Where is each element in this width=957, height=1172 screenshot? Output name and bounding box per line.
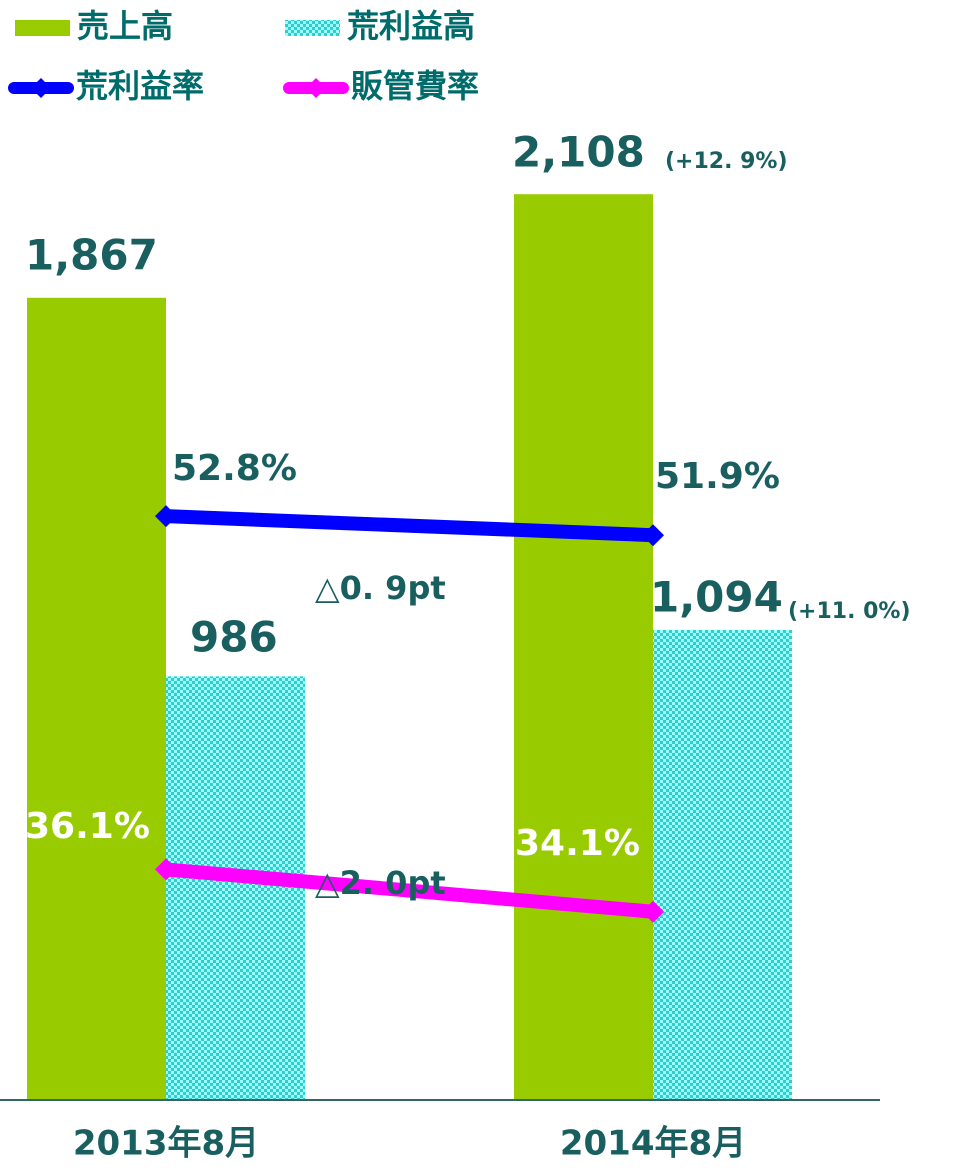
legend-swatch <box>15 20 70 36</box>
legend-label: 荒利益率 <box>76 67 204 105</box>
bar <box>27 297 166 1100</box>
marker <box>155 858 177 881</box>
data-label: 34.1% <box>515 823 640 864</box>
line <box>159 862 660 919</box>
x-tick-label: 2013年8月 <box>73 1124 259 1164</box>
legend-label: 荒利益高 <box>347 7 475 45</box>
data-label: 2,108 <box>512 128 645 177</box>
bar <box>653 629 792 1100</box>
bar <box>514 194 653 1100</box>
marker <box>642 900 664 923</box>
data-label: 51.9% <box>655 456 780 497</box>
data-label: 36.1% <box>25 806 150 847</box>
annotation: (+11. 0%) <box>788 599 911 624</box>
data-label: 1,867 <box>25 231 158 280</box>
marker <box>155 505 177 528</box>
x-tick-label: 2014年8月 <box>560 1124 746 1164</box>
annotation: △2. 0pt <box>315 864 446 902</box>
legend-label: 売上高 <box>77 7 173 45</box>
legend-marker <box>306 78 326 98</box>
data-label: 52.8% <box>172 448 297 489</box>
bar <box>166 676 305 1100</box>
data-label: 1,094 <box>650 573 783 622</box>
marker <box>642 524 664 547</box>
annotation: △0. 9pt <box>315 569 446 607</box>
legend-marker <box>31 78 51 98</box>
line <box>159 509 660 543</box>
data-label: 986 <box>190 613 278 662</box>
legend-swatch <box>285 20 340 36</box>
legend-label: 販管費率 <box>351 67 479 105</box>
annotation: (+12. 9%) <box>665 149 788 174</box>
